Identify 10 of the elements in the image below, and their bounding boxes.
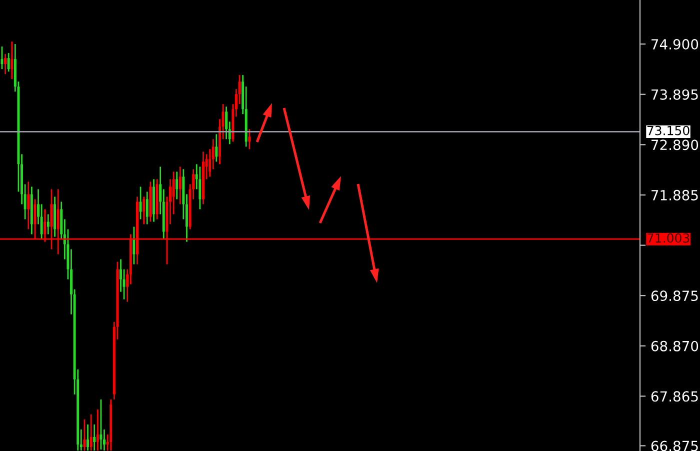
y-tick-label: 73.895 bbox=[652, 89, 698, 100]
y-tick-label: 72.890 bbox=[652, 140, 698, 150]
y-tick-label: 68.870 bbox=[651, 340, 698, 352]
y-tick-label: 69.875 bbox=[651, 290, 698, 302]
ref-line-label: 73.150 bbox=[647, 126, 690, 136]
y-tick-label: 67.865 bbox=[651, 391, 698, 402]
y-tick-label: 71.885 bbox=[652, 190, 698, 200]
ref-line-label: 71.003 bbox=[647, 233, 690, 243]
y-tick-label: 74.900 bbox=[652, 39, 698, 50]
y-tick-label: 66.875 bbox=[651, 440, 698, 451]
